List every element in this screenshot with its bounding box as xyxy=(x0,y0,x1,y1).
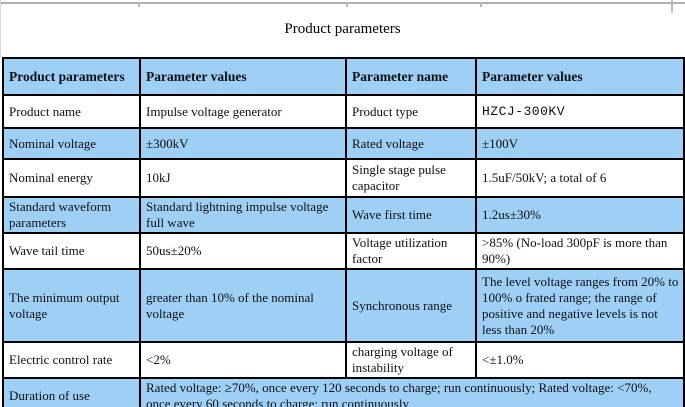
param-value-cell: ±100V xyxy=(475,127,685,160)
table-row: Nominal voltage ±300kV Rated voltage ±10… xyxy=(2,127,685,160)
param-name-cell: Nominal energy xyxy=(2,158,141,198)
page-title: Product parameters xyxy=(284,21,401,37)
param-value-cell: 50us±20% xyxy=(139,232,347,270)
table-row: The minimum output voltage greater than … xyxy=(2,268,685,343)
header-parameter-values-1: Parameter values xyxy=(139,57,347,96)
param-name-cell: Product type xyxy=(345,94,477,129)
duration-of-use-row: Duration of use Rated voltage: ≥70%, onc… xyxy=(2,377,685,407)
table-row: Wave tail time 50us±20% Voltage utilizat… xyxy=(2,232,685,270)
param-value-cell: greater than 10% of the nominal voltage xyxy=(139,268,347,343)
param-name-cell: Rated voltage xyxy=(345,127,477,160)
param-name-cell: Synchronous range xyxy=(345,268,477,343)
param-name-cell: Standard waveform parameters xyxy=(2,196,141,234)
spreadsheet-gridline-top xyxy=(0,2,685,4)
product-parameters-table: Product parameters Parameter values Para… xyxy=(2,57,685,407)
table-row: Electric control rate <2% charging volta… xyxy=(2,341,685,379)
param-value-cell: 1.2us±30% xyxy=(475,196,685,234)
gridline-tick xyxy=(138,2,140,7)
param-value-cell: ±300kV xyxy=(139,127,347,160)
param-name-cell: The minimum output voltage xyxy=(2,268,141,343)
param-value-cell: Impulse voltage generator xyxy=(139,94,347,129)
duration-of-use-value-cell: Rated voltage: ≥70%, once every 120 seco… xyxy=(139,377,685,407)
table-row: Product name Impulse voltage generator P… xyxy=(2,94,685,129)
table-row: Nominal energy 10kJ Single stage pulse c… xyxy=(2,158,685,198)
header-parameter-name: Parameter name xyxy=(345,57,477,96)
gridline-left xyxy=(0,0,1,57)
param-value-cell: HZCJ-300KV xyxy=(475,94,685,129)
param-value-cell: <±1.0% xyxy=(475,341,685,379)
param-name-cell: Product name xyxy=(2,94,141,129)
param-value-cell: <2% xyxy=(139,341,347,379)
header-row: Product parameters Parameter values Para… xyxy=(2,57,685,96)
param-name-cell: Duration of use xyxy=(2,377,141,407)
table-row: Standard waveform parameters Standard li… xyxy=(2,196,685,234)
header-parameter-values-2: Parameter values xyxy=(475,57,685,96)
gridline-tick xyxy=(480,2,482,7)
gridline-right xyxy=(671,0,673,13)
header-product-parameters: Product parameters xyxy=(2,57,141,96)
param-name-cell: Voltage utilization factor xyxy=(345,232,477,270)
param-name-cell: Electric control rate xyxy=(2,341,141,379)
param-name-cell: Wave tail time xyxy=(2,232,141,270)
param-value-cell: >85% (No-load 300pF is more than 90%) xyxy=(475,232,685,270)
param-value-cell: 10kJ xyxy=(139,158,347,198)
param-value-cell: 1.5uF/50kV; a total of 6 xyxy=(475,158,685,198)
param-name-cell: charging voltage of instability xyxy=(345,341,477,379)
param-name-cell: Wave first time xyxy=(345,196,477,234)
param-name-cell: Single stage pulse capacitor xyxy=(345,158,477,198)
param-name-cell: Nominal voltage xyxy=(2,127,141,160)
param-value-cell: Standard lightning impulse voltage full … xyxy=(139,196,347,234)
param-value-cell: The level voltage ranges from 20% to 100… xyxy=(475,268,685,343)
gridline-tick xyxy=(346,2,348,7)
